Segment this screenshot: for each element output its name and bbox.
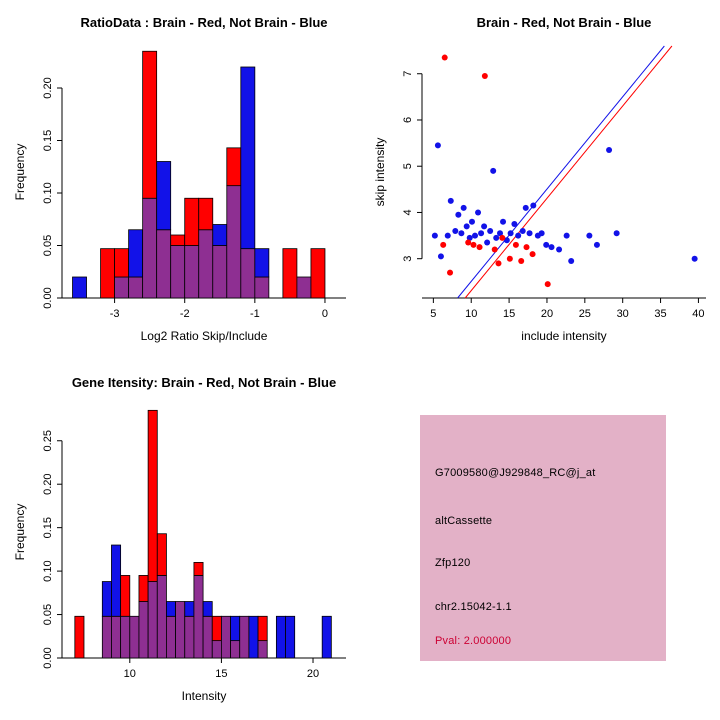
svg-text:Frequency: Frequency <box>13 504 27 561</box>
svg-text:RatioData : Brain - Red, Not B: RatioData : Brain - Red, Not Brain - Blu… <box>80 15 327 30</box>
svg-text:40: 40 <box>692 308 704 320</box>
svg-text:include intensity: include intensity <box>521 329 606 343</box>
svg-text:Gene Itensity: Brain - Red, No: Gene Itensity: Brain - Red, Not Brain - … <box>72 375 336 390</box>
chromosome-location-text: chr2.15042-1.1 <box>435 601 512 613</box>
svg-text:15: 15 <box>215 668 227 680</box>
svg-text:0.00: 0.00 <box>42 287 54 308</box>
svg-text:10: 10 <box>124 668 136 680</box>
svg-text:5: 5 <box>402 163 414 169</box>
splice-type-text: altCassette <box>435 515 493 527</box>
intensity-scatter-panel: Brain - Red, Not Brain - Blue 5 10 15 20 25 30… <box>360 0 720 360</box>
svg-text:0.15: 0.15 <box>42 130 54 151</box>
svg-text:3: 3 <box>402 256 414 262</box>
gene-intensity-histogram-panel: Gene Itensity: Brain - Red, Not Brain - … <box>0 360 360 720</box>
svg-text:30: 30 <box>617 308 629 320</box>
svg-text:-1: -1 <box>250 308 260 320</box>
svg-text:-2: -2 <box>180 308 190 320</box>
svg-text:0.10: 0.10 <box>42 560 54 581</box>
svg-text:0.20: 0.20 <box>42 77 54 98</box>
svg-text:Brain - Red, Not Brain - Blue: Brain - Red, Not Brain - Blue <box>477 15 652 30</box>
svg-text:0.20: 0.20 <box>42 473 54 494</box>
svg-text:0.25: 0.25 <box>42 430 54 451</box>
pval-text: Pval: 2.000000 <box>435 635 512 647</box>
gene-info-panel: G7009580@J929848_RC@j_at altCassette Zfp… <box>360 360 720 720</box>
svg-text:Frequency: Frequency <box>13 144 27 201</box>
svg-text:4: 4 <box>402 209 414 215</box>
svg-text:Log2 Ratio Skip/Include: Log2 Ratio Skip/Include <box>141 329 268 343</box>
svg-text:6: 6 <box>402 117 414 123</box>
svg-text:-3: -3 <box>110 308 120 320</box>
gene-info-box: G7009580@J929848_RC@j_at altCassette Zfp… <box>420 415 666 661</box>
svg-text:0: 0 <box>322 308 328 320</box>
svg-text:15: 15 <box>503 308 515 320</box>
svg-text:0.10: 0.10 <box>42 182 54 203</box>
svg-text:20: 20 <box>541 308 553 320</box>
svg-text:7: 7 <box>402 71 414 77</box>
svg-text:20: 20 <box>307 668 319 680</box>
svg-text:25: 25 <box>579 308 591 320</box>
svg-text:10: 10 <box>465 308 477 320</box>
svg-text:0.15: 0.15 <box>42 517 54 538</box>
svg-text:skip intensity: skip intensity <box>373 138 387 207</box>
intensity-scatter-chart: Brain - Red, Not Brain - Blue 5 10 15 20 25 30… <box>373 15 706 343</box>
gene-name-text: Zfp120 <box>435 557 471 569</box>
probe-id-text: G7009580@J929848_RC@j_at <box>435 467 596 479</box>
svg-text:35: 35 <box>654 308 666 320</box>
ratio-histogram-chart: RatioData : Brain - Red, Not Brain - Blu… <box>13 15 346 343</box>
svg-text:5: 5 <box>430 308 436 320</box>
svg-text:0.05: 0.05 <box>42 235 54 256</box>
svg-text:Intensity: Intensity <box>182 689 227 703</box>
ratio-histogram-panel: RatioData : Brain - Red, Not Brain - Blu… <box>0 0 360 360</box>
svg-text:0.05: 0.05 <box>42 604 54 625</box>
svg-text:0.00: 0.00 <box>42 647 54 668</box>
gene-intensity-histogram-chart: Gene Itensity: Brain - Red, Not Brain - … <box>13 375 346 703</box>
